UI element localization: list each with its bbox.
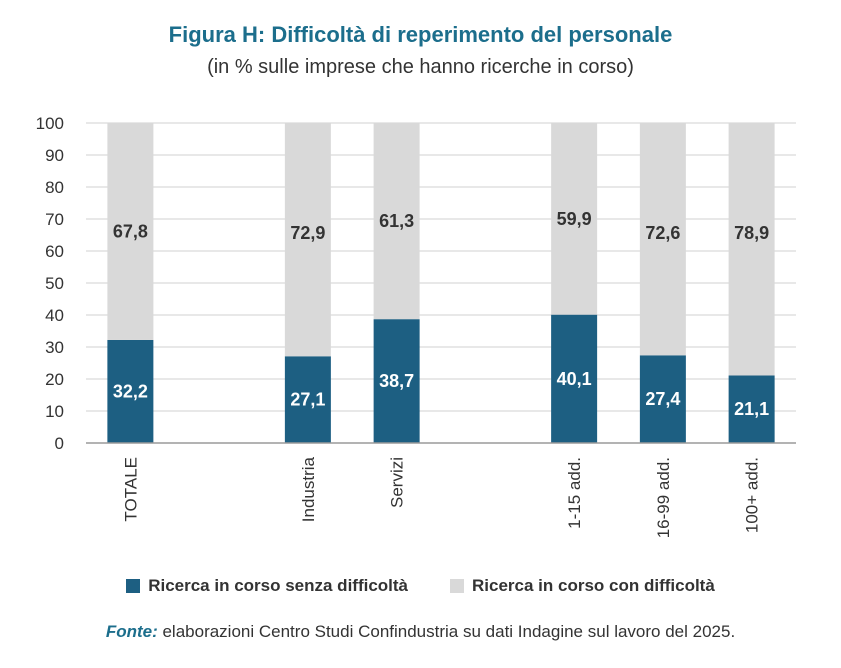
y-tick-label: 20 xyxy=(45,370,64,389)
bar-senza-difficolta xyxy=(373,319,420,443)
chart-title: Figura H: Difficoltà di reperimento del … xyxy=(168,22,673,47)
bar-senza-difficolta xyxy=(284,356,331,443)
y-tick-label: 60 xyxy=(45,242,64,261)
bar-con-difficolta xyxy=(284,123,331,357)
bar-con-difficolta xyxy=(639,123,686,356)
y-tick-label: 50 xyxy=(45,274,64,293)
data-label: 67,8 xyxy=(113,221,148,241)
y-tick-label: 100 xyxy=(36,114,64,133)
legend-label-senza-difficolta: Ricerca in corso senza difficoltà xyxy=(148,576,409,595)
data-label: 38,7 xyxy=(379,371,414,391)
bar-con-difficolta xyxy=(551,123,598,315)
bar-senza-difficolta xyxy=(551,314,598,443)
bar-con-difficolta xyxy=(107,123,154,340)
source-text: elaborazioni Centro Studi Confindustria … xyxy=(157,622,736,641)
x-tick-label: Industria xyxy=(299,456,318,522)
stacked-bar-chart: 0 10 20 30 40 50 60 70 80 90 100 32,2 67,8 TOTALE 27,1… xyxy=(36,114,796,538)
data-label: 27,1 xyxy=(290,390,325,410)
bar-con-difficolta xyxy=(728,123,775,376)
x-tick-label: TOTALE xyxy=(121,457,140,522)
y-tick-label: 10 xyxy=(45,402,64,421)
data-label: 59,9 xyxy=(557,209,592,229)
data-label: 32,2 xyxy=(113,381,148,401)
legend-item-con-difficolta: Ricerca in corso con difficoltà xyxy=(450,576,715,596)
data-label: 72,9 xyxy=(290,223,325,243)
y-tick-label: 40 xyxy=(45,306,64,325)
bar-senza-difficolta xyxy=(728,375,775,443)
data-label: 27,4 xyxy=(645,389,680,409)
chart-legend: Ricerca in corso senza difficoltà Ricerc… xyxy=(0,576,841,596)
x-tick-label: 1-15 add. xyxy=(565,457,584,529)
legend-item-senza-difficolta: Ricerca in corso senza difficoltà xyxy=(126,576,408,596)
data-label: 72,6 xyxy=(645,223,680,243)
legend-swatch-senza-difficolta xyxy=(126,579,141,593)
legend-label-con-difficolta: Ricerca in corso con difficoltà xyxy=(472,576,715,595)
bar-senza-difficolta xyxy=(107,339,154,443)
y-tick-label: 80 xyxy=(45,178,64,197)
y-tick-label: 90 xyxy=(45,146,64,165)
data-label: 78,9 xyxy=(734,223,769,243)
bar-con-difficolta xyxy=(373,123,420,320)
source-label: Fonte: xyxy=(105,622,158,641)
x-tick-label: 100+ add. xyxy=(743,457,762,533)
bar-senza-difficolta xyxy=(639,355,686,443)
data-label: 61,3 xyxy=(379,211,414,231)
data-label: 40,1 xyxy=(557,369,592,389)
source-note: Fonte: elaborazioni Centro Studi Confind… xyxy=(0,622,841,642)
x-tick-label: 16-99 add. xyxy=(654,457,673,538)
data-label: 21,1 xyxy=(734,399,769,419)
y-tick-label: 70 xyxy=(45,210,64,229)
legend-swatch-con-difficolta xyxy=(450,579,465,593)
chart-subtitle: (in % sulle imprese che hanno ricerche i… xyxy=(207,56,634,78)
y-tick-label: 30 xyxy=(45,338,64,357)
y-tick-label: 0 xyxy=(55,434,64,453)
x-tick-label: Servizi xyxy=(388,457,407,508)
